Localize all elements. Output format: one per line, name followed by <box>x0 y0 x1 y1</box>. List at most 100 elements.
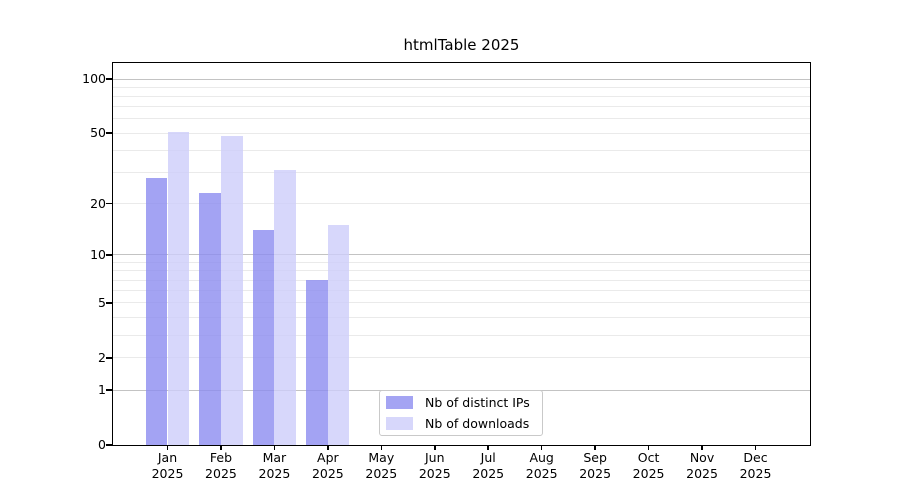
x-tick-month: Jun <box>425 450 445 465</box>
x-tick-label: Mar 2025 <box>246 450 302 481</box>
x-axis-tick <box>220 445 222 450</box>
x-tick-month: May <box>368 450 395 465</box>
gridline-minor <box>113 302 810 304</box>
y-axis-tick <box>106 444 112 446</box>
legend-label-downloads: Nb of downloads <box>425 416 530 431</box>
gridline-minor <box>113 357 810 359</box>
legend-swatch-distinct-ips <box>386 396 413 409</box>
x-tick-label: Feb 2025 <box>193 450 249 481</box>
y-axis-tick <box>106 202 112 205</box>
legend-label-distinct-ips: Nb of distinct IPs <box>425 395 530 410</box>
bar-nb-of-downloads-jan <box>167 131 190 445</box>
legend-item-downloads: Nb of downloads <box>386 416 542 431</box>
x-tick-month: Jul <box>480 450 496 465</box>
gridline-minor <box>113 203 810 205</box>
y-tick-label: 1 <box>98 382 106 398</box>
x-tick-year: 2025 <box>205 465 237 481</box>
x-tick-year: 2025 <box>686 465 718 481</box>
gridline-decade <box>113 254 810 256</box>
x-axis-tick <box>647 445 650 450</box>
y-axis-tick <box>106 78 112 80</box>
x-tick-month: Aug <box>529 450 554 465</box>
y-axis-tick <box>106 254 112 256</box>
x-tick-year: 2025 <box>258 465 291 481</box>
bar-nb-of-distinct-ips-jan <box>145 177 168 445</box>
legend: Nb of distinct IPs Nb of downloads <box>379 390 543 436</box>
x-tick-label: May 2025 <box>353 450 409 481</box>
x-axis-tick <box>701 445 703 450</box>
x-tick-year: 2025 <box>365 465 398 481</box>
x-axis-tick <box>434 445 436 450</box>
gridline-minor <box>113 172 810 174</box>
x-tick-year: 2025 <box>472 465 505 481</box>
x-tick-label: Aug 2025 <box>514 450 570 481</box>
gridline-minor <box>113 86 810 88</box>
x-tick-label: Jun 2025 <box>407 450 463 481</box>
x-tick-year: 2025 <box>579 465 612 481</box>
x-tick-month: Dec <box>743 450 768 465</box>
y-tick-label: 2 <box>98 349 106 365</box>
gridline-minor <box>113 96 810 97</box>
gridline-minor <box>113 316 810 318</box>
gridline-decade <box>113 78 810 80</box>
x-tick-label: Nov 2025 <box>674 450 730 481</box>
gridline-minor <box>113 132 810 134</box>
y-tick-label: 20 <box>90 195 106 211</box>
x-tick-year: 2025 <box>418 465 451 481</box>
x-tick-label: Oct 2025 <box>621 450 677 481</box>
x-tick-year: 2025 <box>739 465 772 481</box>
bar-nb-of-downloads-mar <box>274 170 296 445</box>
gridline-minor <box>113 270 810 272</box>
x-tick-label: Sep 2025 <box>567 450 623 481</box>
x-axis-tick <box>540 445 543 450</box>
x-axis-tick <box>594 445 596 450</box>
bar-nb-of-distinct-ips-feb <box>199 192 221 445</box>
gridline-minor <box>113 118 810 120</box>
x-axis-tick <box>487 445 489 450</box>
y-tick-label: 10 <box>90 246 106 262</box>
y-tick-label: 50 <box>90 125 106 141</box>
plot-area <box>113 63 810 445</box>
x-tick-label: Dec 2025 <box>728 450 784 481</box>
x-tick-month: Feb <box>209 450 233 465</box>
gridline-minor <box>113 106 810 108</box>
x-tick-year: 2025 <box>311 465 344 481</box>
gridline-minor <box>113 334 810 336</box>
x-tick-year: 2025 <box>525 465 558 481</box>
x-tick-year: 2025 <box>151 465 184 481</box>
legend-item-distinct-ips: Nb of distinct IPs <box>386 395 542 410</box>
bar-nb-of-distinct-ips-apr <box>306 280 328 445</box>
y-axis-tick <box>106 302 112 304</box>
y-axis-tick <box>106 389 112 391</box>
x-axis-tick <box>754 445 757 450</box>
gridline-minor <box>113 149 810 151</box>
chart-title: htmlTable 2025 <box>403 36 520 54</box>
legend-swatch-downloads <box>386 417 413 430</box>
y-axis-tick <box>106 132 112 134</box>
bar-nb-of-downloads-feb <box>220 136 243 445</box>
x-axis-tick <box>273 445 276 450</box>
y-tick-label: 0 <box>98 437 106 452</box>
gridline-minor <box>113 261 810 263</box>
x-tick-label: Jul 2025 <box>460 450 516 481</box>
x-tick-month: Oct <box>637 450 660 465</box>
x-tick-label: Jan 2025 <box>140 450 196 481</box>
y-axis-tick <box>106 357 112 359</box>
x-tick-month: Jan <box>157 450 178 465</box>
x-axis-tick <box>327 445 329 450</box>
x-tick-month: Mar <box>262 450 287 465</box>
bar-nb-of-distinct-ips-mar <box>252 230 275 445</box>
x-axis-tick <box>380 445 383 450</box>
gridline-minor <box>113 290 810 292</box>
bar-nb-of-downloads-apr <box>327 225 350 445</box>
x-tick-label: Apr 2025 <box>300 450 356 481</box>
y-tick-label: 100 <box>82 71 106 86</box>
gridline-minor <box>113 279 810 281</box>
x-axis-tick <box>166 445 169 450</box>
x-tick-month: Nov <box>689 450 715 465</box>
x-tick-month: Sep <box>583 450 607 465</box>
x-tick-year: 2025 <box>632 465 665 481</box>
y-tick-label: 5 <box>98 294 106 310</box>
x-tick-month: Apr <box>317 450 339 465</box>
